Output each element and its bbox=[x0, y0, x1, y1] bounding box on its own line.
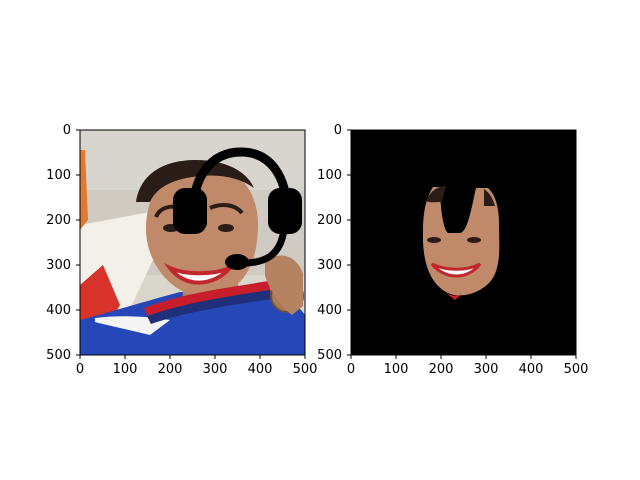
right-x-tick-label: 300 bbox=[474, 362, 499, 377]
masked-smile bbox=[430, 262, 482, 278]
right-y-tick-label: 300 bbox=[317, 258, 342, 273]
right-x-tick-label: 0 bbox=[347, 362, 355, 377]
headset-right-earcup bbox=[268, 188, 302, 234]
left-x-tick-label: 400 bbox=[248, 362, 273, 377]
left-x-tick-label: 300 bbox=[203, 362, 228, 377]
right-y-tick-label: 200 bbox=[317, 213, 342, 228]
ribbon-blue bbox=[147, 290, 272, 324]
masked-hair-right bbox=[484, 189, 495, 206]
left-y-tick-label: 300 bbox=[46, 258, 71, 273]
headset-band bbox=[188, 147, 292, 218]
background-orange-strip bbox=[80, 150, 88, 230]
left-y-tick-label: 200 bbox=[46, 213, 71, 228]
left-y-ticks: 0 100 200 300 400 500 bbox=[46, 123, 80, 363]
hair bbox=[136, 160, 254, 202]
right-y-ticks: 0 100 200 300 400 500 bbox=[317, 123, 351, 363]
right-axes-frame bbox=[350, 129, 577, 356]
left-x-tick-label: 500 bbox=[293, 362, 318, 377]
right-x-tick-label: 500 bbox=[564, 362, 589, 377]
masked-hair-left bbox=[426, 186, 446, 203]
left-y-tick-label: 400 bbox=[46, 303, 71, 318]
hand bbox=[265, 255, 303, 315]
masked-face bbox=[422, 186, 500, 300]
masked-ribbon-fragment bbox=[442, 290, 462, 300]
left-x-tick-label: 0 bbox=[76, 362, 84, 377]
headset-boom bbox=[243, 226, 288, 267]
left-x-tick-label: 200 bbox=[158, 362, 183, 377]
right-panel: 0 100 200 300 400 500 0 100 200 300 400 500 bbox=[317, 123, 588, 377]
right-eyebrow bbox=[209, 203, 244, 215]
right-y-tick-label: 100 bbox=[317, 168, 342, 183]
right-x-tick-label: 400 bbox=[519, 362, 544, 377]
headset-icon bbox=[173, 147, 302, 270]
right-y-tick-label: 500 bbox=[317, 348, 342, 363]
left-axes-frame bbox=[79, 129, 306, 356]
left-x-tick-label: 100 bbox=[113, 362, 138, 377]
headset-left-earcup bbox=[173, 188, 207, 234]
right-y-tick-label: 0 bbox=[334, 123, 342, 138]
left-y-tick-label: 500 bbox=[46, 348, 71, 363]
headset-mic bbox=[225, 254, 249, 270]
right-x-tick-label: 100 bbox=[384, 362, 409, 377]
right-eye bbox=[218, 224, 234, 232]
right-x-tick-label: 200 bbox=[429, 362, 454, 377]
right-y-tick-label: 400 bbox=[317, 303, 342, 318]
left-panel: 0 100 200 300 400 500 0 100 200 300 400 500 bbox=[46, 123, 317, 377]
left-x-ticks: 0 100 200 300 400 500 bbox=[76, 355, 318, 377]
left-y-tick-label: 100 bbox=[46, 168, 71, 183]
blue-shirt bbox=[80, 291, 305, 355]
left-y-tick-label: 0 bbox=[63, 123, 71, 138]
right-x-ticks: 0 100 200 300 400 500 bbox=[347, 355, 589, 377]
